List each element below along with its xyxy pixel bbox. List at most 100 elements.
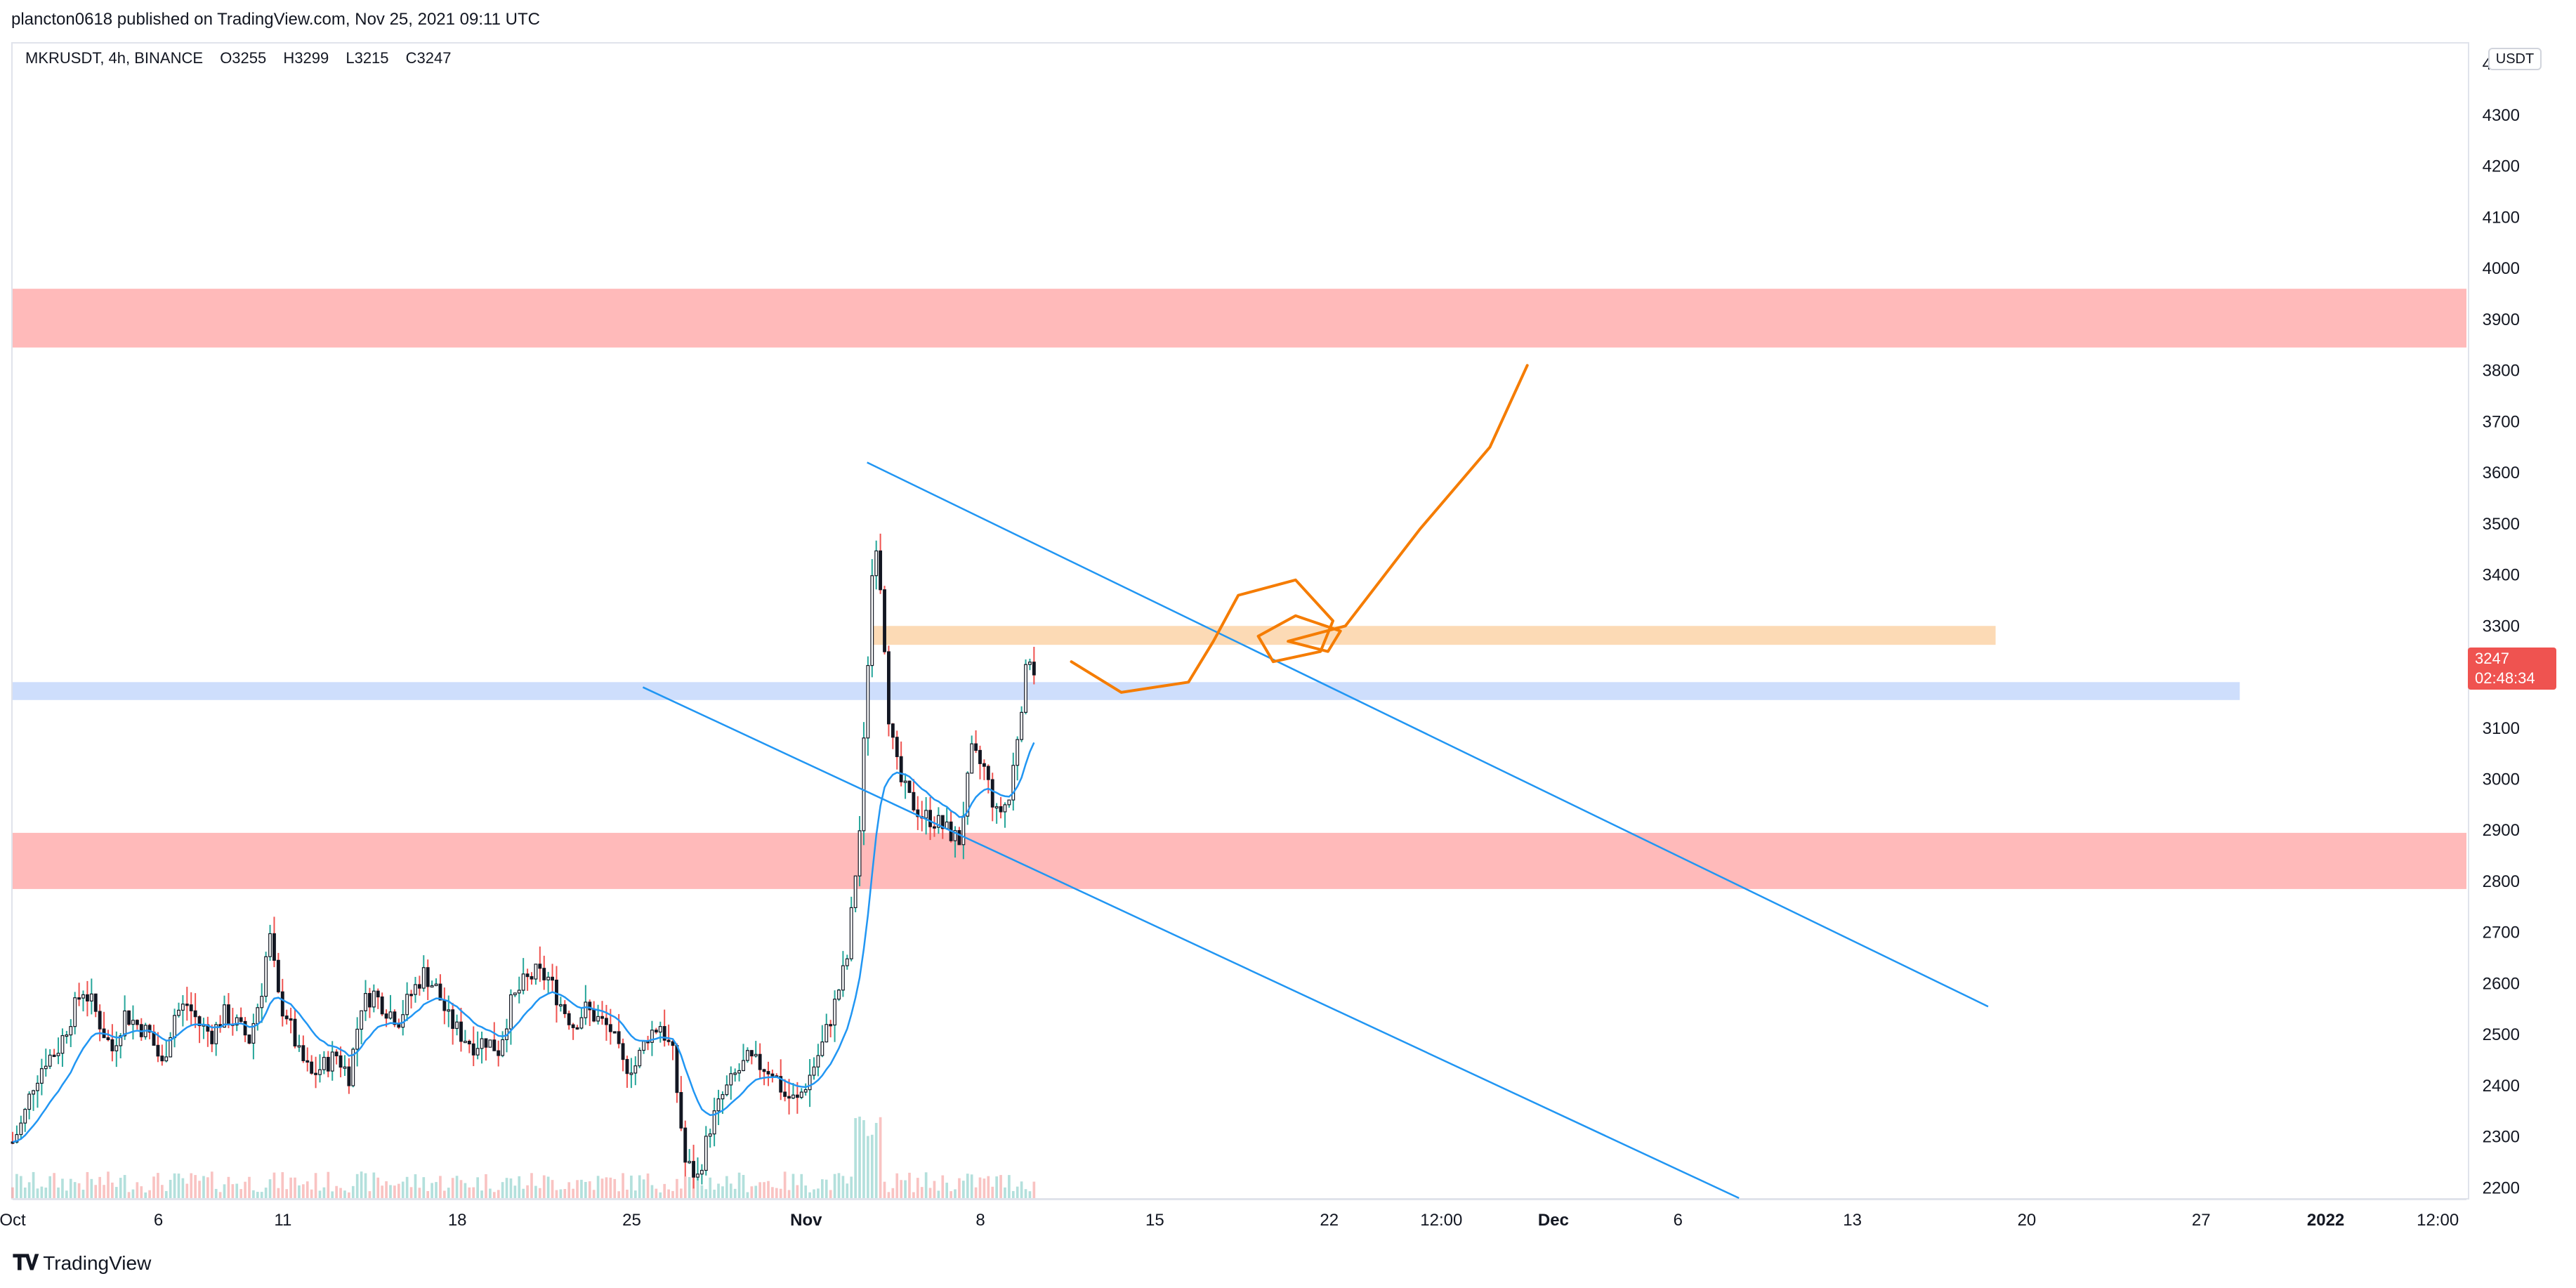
candle-body xyxy=(289,1018,293,1021)
time-tick-label: 27 xyxy=(2192,1211,2211,1230)
candle-body xyxy=(903,780,907,783)
volume-bar xyxy=(11,1187,14,1198)
candle-body xyxy=(98,1011,102,1030)
price-tick-label: 3400 xyxy=(2483,566,2520,585)
candle-body xyxy=(447,1009,451,1012)
candle-body xyxy=(837,990,841,1000)
candle-body xyxy=(310,1061,314,1074)
moving-average-line xyxy=(12,742,1035,1143)
candle-body xyxy=(52,1054,56,1058)
candle-body xyxy=(857,830,862,876)
candle-body xyxy=(438,983,442,1001)
volume-bar xyxy=(791,1174,795,1198)
candle-body xyxy=(77,997,81,1000)
candle-body xyxy=(56,1053,60,1056)
volume-bar xyxy=(883,1181,886,1198)
volume-bar xyxy=(1020,1181,1023,1198)
trend-line-0 xyxy=(867,461,1989,1008)
volume-bar xyxy=(941,1175,945,1198)
volume-bar xyxy=(551,1180,554,1198)
volume-bar xyxy=(1032,1181,1036,1198)
volume-bar xyxy=(526,1185,529,1198)
volume-bar xyxy=(472,1187,475,1198)
candle-body xyxy=(654,1030,658,1033)
volume-bar xyxy=(281,1172,284,1198)
volume-bar xyxy=(372,1172,376,1198)
volume-bar xyxy=(61,1178,64,1198)
candle-body xyxy=(658,1026,662,1033)
legend-close: C3247 xyxy=(405,49,452,67)
candle-body xyxy=(239,1017,243,1023)
volume-bar xyxy=(900,1180,903,1198)
volume-bar xyxy=(164,1190,168,1198)
candle-body xyxy=(364,992,367,1011)
volume-bar xyxy=(272,1172,276,1198)
volume-layer xyxy=(11,1116,1036,1198)
candle-body xyxy=(347,1066,351,1086)
price-tick-label: 2200 xyxy=(2483,1178,2520,1197)
currency-unit-button[interactable]: USDT xyxy=(2488,48,2542,70)
volume-bar xyxy=(405,1176,409,1198)
candle-body xyxy=(264,956,268,997)
candle-body xyxy=(160,1056,164,1062)
volume-bar xyxy=(916,1178,919,1198)
volume-bar xyxy=(924,1172,928,1198)
volume-bar xyxy=(310,1189,313,1198)
candle-body xyxy=(799,1091,803,1098)
volume-bar xyxy=(874,1122,878,1198)
candle-body xyxy=(671,1041,675,1046)
candle-body xyxy=(463,1040,467,1044)
zone-resistance-0 xyxy=(13,289,2466,348)
candle-body xyxy=(688,1161,692,1164)
volume-bar xyxy=(846,1183,849,1198)
price-tick-label: 2400 xyxy=(2483,1077,2520,1096)
volume-bar xyxy=(787,1190,791,1198)
volume-bar xyxy=(538,1188,541,1198)
volume-bar xyxy=(231,1184,235,1198)
candle-body xyxy=(93,993,98,1012)
volume-bar xyxy=(376,1177,380,1198)
volume-bar xyxy=(322,1187,326,1198)
candle-body xyxy=(455,1021,459,1030)
volume-bar xyxy=(1004,1187,1006,1198)
candle-body xyxy=(679,1091,683,1129)
time-tick-label: 20 xyxy=(2018,1211,2037,1230)
candle-body xyxy=(301,1045,305,1061)
candle-body xyxy=(223,1004,226,1028)
price-tick-label: 3700 xyxy=(2483,412,2520,431)
price-tick-label: 3500 xyxy=(2483,515,2520,534)
candle-body xyxy=(986,765,990,780)
overlays-layer xyxy=(12,364,1989,1200)
candle-body xyxy=(571,1024,575,1028)
time-tick-label: 8 xyxy=(975,1211,985,1230)
volume-bar xyxy=(912,1192,915,1198)
candle-body xyxy=(397,1024,401,1028)
volume-bar xyxy=(289,1177,292,1198)
volume-bar xyxy=(796,1185,799,1198)
candle-body xyxy=(829,1024,833,1027)
candle-body xyxy=(89,993,93,1001)
candle-body xyxy=(758,1053,762,1070)
last-price-value: 3247 xyxy=(2475,650,2509,667)
candle-body xyxy=(414,984,417,995)
volume-bar xyxy=(90,1178,93,1198)
candle-body xyxy=(604,1018,608,1025)
candle-body xyxy=(525,973,530,978)
candle-body xyxy=(235,1017,239,1026)
volume-bar xyxy=(821,1179,824,1198)
volume-bar xyxy=(750,1186,754,1198)
footer-brand[interactable]: 𝐓𝐕 TradingView xyxy=(13,1251,151,1275)
candle-body xyxy=(721,1093,725,1100)
volume-bar xyxy=(850,1176,853,1198)
price-tick-label: 2700 xyxy=(2483,924,2520,942)
candle-body xyxy=(330,1051,334,1072)
tradingview-logo-icon: 𝐓𝐕 xyxy=(13,1251,39,1275)
candle-body xyxy=(521,973,525,991)
price-tick-label: 2600 xyxy=(2483,974,2520,993)
candle-body xyxy=(251,1023,256,1044)
volume-bar xyxy=(696,1176,699,1198)
legend-low: L3215 xyxy=(346,49,389,67)
price-tick-label: 3300 xyxy=(2483,617,2520,636)
candle-body xyxy=(762,1069,766,1072)
